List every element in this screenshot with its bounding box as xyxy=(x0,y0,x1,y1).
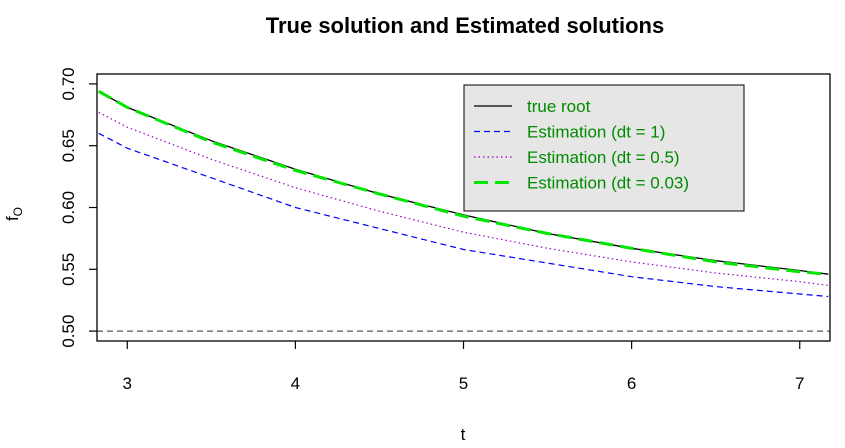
x-tick-label: 4 xyxy=(291,374,300,393)
legend-label: true root xyxy=(527,97,591,116)
x-tick-label: 5 xyxy=(459,374,468,393)
x-tick-label: 3 xyxy=(123,374,132,393)
legend-label: Estimation (dt = 0.03) xyxy=(527,174,689,193)
legend-label: Estimation (dt = 1) xyxy=(527,123,665,142)
y-tick-label: 0.55 xyxy=(59,253,78,286)
y-tick-label: 0.65 xyxy=(59,129,78,162)
y-axis-label: fO xyxy=(3,207,25,221)
x-tick-label: 7 xyxy=(795,374,804,393)
legend-label: Estimation (dt = 0.5) xyxy=(527,148,680,167)
x-tick-label: 6 xyxy=(627,374,636,393)
x-axis-label: t xyxy=(461,425,466,444)
y-tick-label: 0.60 xyxy=(59,191,78,224)
y-tick-label: 0.70 xyxy=(59,67,78,100)
series-line-2 xyxy=(98,132,829,298)
chart-title: True solution and Estimated solutions xyxy=(266,13,664,38)
series-line-4 xyxy=(97,89,829,276)
y-tick-label: 0.50 xyxy=(59,315,78,348)
